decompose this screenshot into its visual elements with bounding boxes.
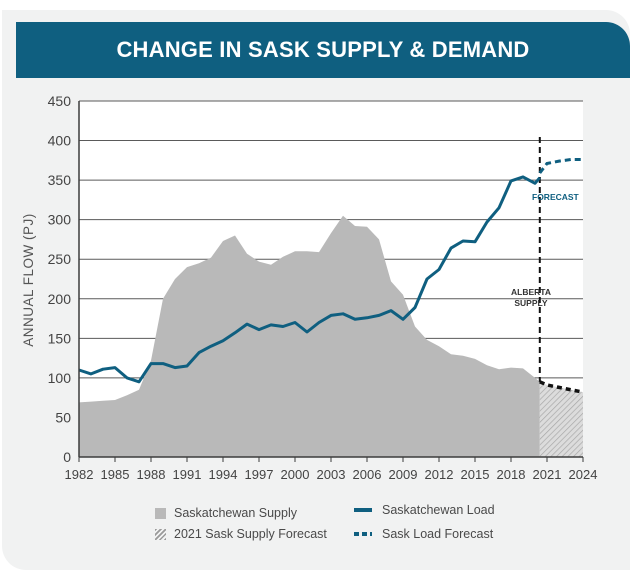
load-forecast-line — [538, 158, 583, 174]
legend-supply-forecast: 2021 Sask Supply Forecast — [155, 527, 327, 541]
load-line — [78, 175, 541, 384]
x-tick-label-1991: 1991 — [173, 467, 202, 482]
forecast-label: FORECAST — [532, 192, 580, 202]
x-tick-label-1985: 1985 — [101, 467, 130, 482]
y-axis-title: ANNUAL FLOW (PJ) — [21, 213, 36, 347]
x-tick-label-1988: 1988 — [137, 467, 166, 482]
y-tick-label-350: 350 — [48, 172, 72, 188]
y-tick-label-200: 200 — [48, 291, 72, 307]
x-tick-label-2009: 2009 — [389, 467, 418, 482]
x-tick-label-2012: 2012 — [425, 467, 454, 482]
supply-forecast-area — [539, 381, 583, 457]
y-tick-label-450: 450 — [48, 93, 72, 109]
alberta-supply-label-line1: ALBERTA — [511, 287, 551, 297]
y-tick-label-300: 300 — [48, 212, 72, 228]
x-tick-label-2018: 2018 — [497, 467, 526, 482]
chart-title: CHANGE IN SASK SUPPLY & DEMAND — [16, 22, 630, 78]
x-tick-label-1982: 1982 — [65, 467, 94, 482]
x-tick-label-1997: 1997 — [245, 467, 274, 482]
x-tick-label-2000: 2000 — [281, 467, 310, 482]
supply-area — [79, 215, 540, 457]
legend-supply-swatch — [155, 507, 166, 519]
y-tick-label-150: 150 — [48, 330, 72, 346]
legend-load-label: Saskatchewan Load — [382, 503, 495, 517]
legend-load-forecast-swatch — [354, 532, 372, 536]
legend-load: Saskatchewan Load — [354, 503, 495, 517]
y-tick-label-250: 250 — [48, 251, 72, 267]
legend-load-forecast: Sask Load Forecast — [354, 527, 493, 541]
y-tick-label-100: 100 — [48, 370, 72, 386]
alberta-supply-label-line2: SUPPLY — [514, 298, 548, 308]
legend-load-swatch — [354, 508, 372, 512]
y-tick-label-0: 0 — [63, 449, 71, 465]
x-tick-label-2024: 2024 — [569, 467, 598, 482]
x-tick-label-2003: 2003 — [317, 467, 346, 482]
y-tick-label-400: 400 — [48, 133, 72, 149]
x-tick-label-2021: 2021 — [533, 467, 562, 482]
legend-supply-label: Saskatchewan Supply — [174, 506, 297, 520]
legend-supply-forecast-label: 2021 Sask Supply Forecast — [174, 527, 327, 541]
legend-supply-forecast-swatch — [155, 528, 166, 540]
x-tick-label-2006: 2006 — [353, 467, 382, 482]
y-tick-label-50: 50 — [55, 409, 71, 425]
x-tick-label-1994: 1994 — [209, 467, 238, 482]
legend-load-forecast-label: Sask Load Forecast — [382, 527, 494, 541]
supply-forecast-line — [539, 380, 584, 394]
x-tick-label-2015: 2015 — [461, 467, 490, 482]
legend-supply: Saskatchewan Supply — [155, 506, 297, 520]
